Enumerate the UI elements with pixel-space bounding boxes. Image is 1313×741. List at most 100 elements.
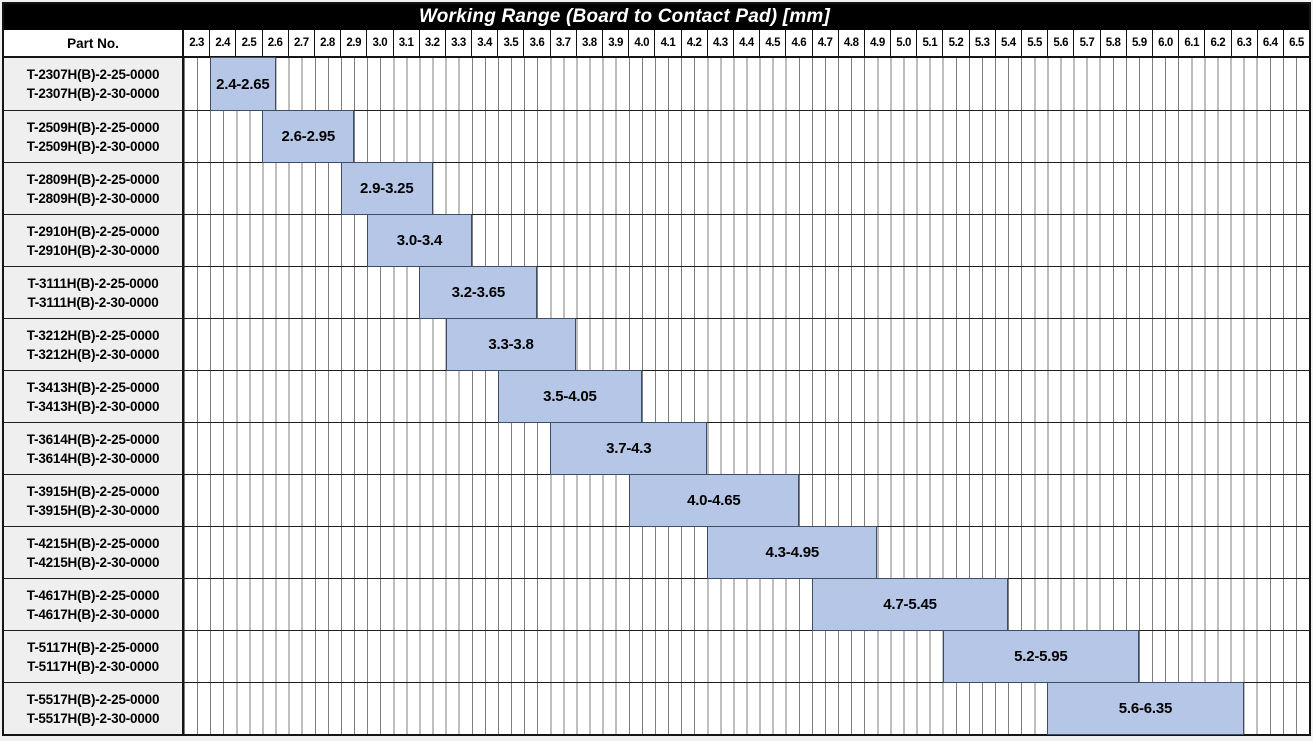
scale-header: 2.3 2.4 2.5 2.6 2.7 2.8 2.9 3.0 3.1 3.2 3.3 3.4 3.5 3… [184,30,1309,56]
table-row: T-3915H(B)-2-25-0000 T-3915H(B)-2-30-0000… [4,474,1309,527]
part-number: T-3111H(B)-2-30-0000 [27,294,159,310]
working-range-bar: 4.7-5.45 [811,578,1009,631]
part-number: T-3915H(B)-2-25-0000 [26,483,160,499]
working-range-grid-cell: 2.4-2.65 [184,57,1309,111]
working-range-grid-cell: 3.5-4.05 [184,370,1309,423]
part-number: T-4215H(B)-2-25-0000 [26,535,160,551]
scale-tick: 3.5 [497,30,523,56]
scale-tick: 5.4 [994,30,1021,56]
working-range-label: 4.7-5.45 [883,596,937,613]
working-range-label: 2.9-3.25 [360,180,414,197]
table-row: T-2307H(B)-2-25-0000 T-2307H(B)-2-30-0000… [4,57,1309,111]
part-no-cell: T-3915H(B)-2-25-0000 T-3915H(B)-2-30-0000 [4,475,184,526]
part-number: T-4617H(B)-2-25-0000 [26,587,160,603]
working-range-label: 3.2-3.65 [451,284,506,301]
part-number: T-2910H(B)-2-30-0000 [26,242,160,258]
scale-tick: 3.1 [392,30,419,56]
working-range-grid-cell: 3.7-4.3 [184,422,1309,475]
part-number: T-4617H(B)-2-30-0000 [26,606,160,622]
working-range-label: 2.4-2.65 [216,75,270,93]
working-range-bar: 5.6-6.35 [1047,682,1244,735]
scale-tick: 6.1 [1178,30,1204,56]
working-range-bar: 3.3-3.8 [445,318,577,371]
working-range-grid-cell: 4.3-4.95 [184,526,1309,579]
working-range-bar: 2.9-3.25 [340,162,433,215]
table-row: T-2910H(B)-2-25-0000 T-2910H(B)-2-30-0000… [4,214,1309,267]
scale-tick: 3.7 [549,30,576,56]
scale-tick: 3.8 [575,30,602,56]
working-range-bar: 4.0-4.65 [628,474,799,527]
part-no-cell: T-2809H(B)-2-25-0000 T-2809H(B)-2-30-0000 [4,163,184,214]
scale-tick: 4.8 [837,30,864,56]
working-range-label: 5.2-5.95 [1014,648,1068,665]
scale-tick: 2.9 [340,30,366,56]
scale-tick: 6.3 [1230,30,1257,56]
working-range-grid-cell: 5.6-6.35 [184,682,1309,735]
part-no-header: Part No. [4,30,184,56]
working-range-grid-cell: 4.0-4.65 [184,474,1309,527]
part-number: T-2910H(B)-2-25-0000 [26,223,160,239]
working-range-label: 4.3-4.95 [765,544,820,561]
part-no-cell: T-2910H(B)-2-25-0000 T-2910H(B)-2-30-0000 [4,215,184,266]
scale-tick: 3.0 [366,30,392,56]
part-number: T-3212H(B)-2-25-0000 [26,327,160,343]
part-number: T-5517H(B)-2-30-0000 [26,710,160,726]
part-no-cell: T-4215H(B)-2-25-0000 T-4215H(B)-2-30-0000 [4,527,184,578]
scale-tick: 4.1 [654,30,680,56]
working-range-bar: 5.2-5.95 [942,630,1139,683]
scale-tick: 6.5 [1282,30,1309,56]
part-number: T-4215H(B)-2-30-0000 [26,554,160,570]
scale-tick: 6.2 [1204,30,1230,56]
table-row: T-2509H(B)-2-25-0000 T-2509H(B)-2-30-0000… [4,110,1309,163]
working-range-label: 5.6-6.35 [1118,700,1173,717]
scale-tick: 5.0 [890,30,916,56]
scale-tick: 3.9 [602,30,628,56]
part-number: T-5117H(B)-2-25-0000 [27,639,159,655]
table-row: T-4617H(B)-2-25-0000 T-4617H(B)-2-30-0000… [4,578,1309,631]
scale-tick: 5.2 [942,30,968,56]
scale-tick: 4.9 [863,30,890,56]
scale-tick: 5.8 [1099,30,1126,56]
scale-tick: 4.0 [628,30,654,56]
working-range-grid-cell: 3.3-3.8 [184,318,1309,371]
working-range-bar: 3.0-3.4 [367,214,472,267]
table-row: T-3413H(B)-2-25-0000 T-3413H(B)-2-30-0000… [4,370,1309,423]
scale-tick: 2.7 [287,30,314,56]
part-number: T-3413H(B)-2-25-0000 [26,379,160,395]
scale-tick: 4.6 [785,30,811,56]
part-no-cell: T-3413H(B)-2-25-0000 T-3413H(B)-2-30-0000 [4,371,184,422]
working-range-grid-cell: 2.6-2.95 [184,110,1309,163]
scale-tick: 6.4 [1256,30,1283,56]
working-range-bar: 2.4-2.65 [210,57,276,111]
part-number: T-3915H(B)-2-30-0000 [26,502,160,518]
scale-tick: 5.9 [1125,30,1152,56]
scale-tick: 6.0 [1151,30,1178,56]
working-range-bar: 2.6-2.95 [262,110,355,163]
scale-tick: 5.7 [1073,30,1099,56]
scale-tick: 4.5 [759,30,785,56]
part-number: T-2509H(B)-2-30-0000 [26,138,160,154]
working-range-label: 3.3-3.8 [488,336,534,353]
scale-tick: 3.6 [523,30,549,56]
part-number: T-3614H(B)-2-25-0000 [26,431,160,447]
table-row: T-5117H(B)-2-25-0000 T-5117H(B)-2-30-0000… [4,630,1309,683]
scale-tick: 2.6 [261,30,288,56]
scale-tick: 5.3 [968,30,995,56]
part-number: T-2809H(B)-2-30-0000 [26,190,160,206]
table-body: T-2307H(B)-2-25-0000 T-2307H(B)-2-30-0000… [4,57,1309,735]
scale-tick: 4.2 [680,30,707,56]
scale-tick: 4.7 [811,30,838,56]
chart-title: Working Range (Board to Contact Pad) [mm… [418,6,831,27]
table-row: T-3212H(B)-2-25-0000 T-3212H(B)-2-30-0000… [4,318,1309,371]
scale-tick: 2.4 [209,30,235,56]
part-no-cell: T-3614H(B)-2-25-0000 T-3614H(B)-2-30-0000 [4,423,184,474]
scale-tick: 3.4 [471,30,497,56]
working-range-grid-cell: 4.7-5.45 [184,578,1309,631]
working-range-label: 4.0-4.65 [687,492,741,509]
working-range-bar: 3.2-3.65 [419,266,538,319]
part-number: T-2809H(B)-2-25-0000 [26,171,160,187]
working-range-bar: 3.5-4.05 [497,370,642,423]
table-header-row: Part No. 2.3 2.4 2.5 2.6 2.7 2.8 2.9 3.0 3.1 3.2 3… [4,30,1309,58]
scale-tick: 5.6 [1047,30,1073,56]
